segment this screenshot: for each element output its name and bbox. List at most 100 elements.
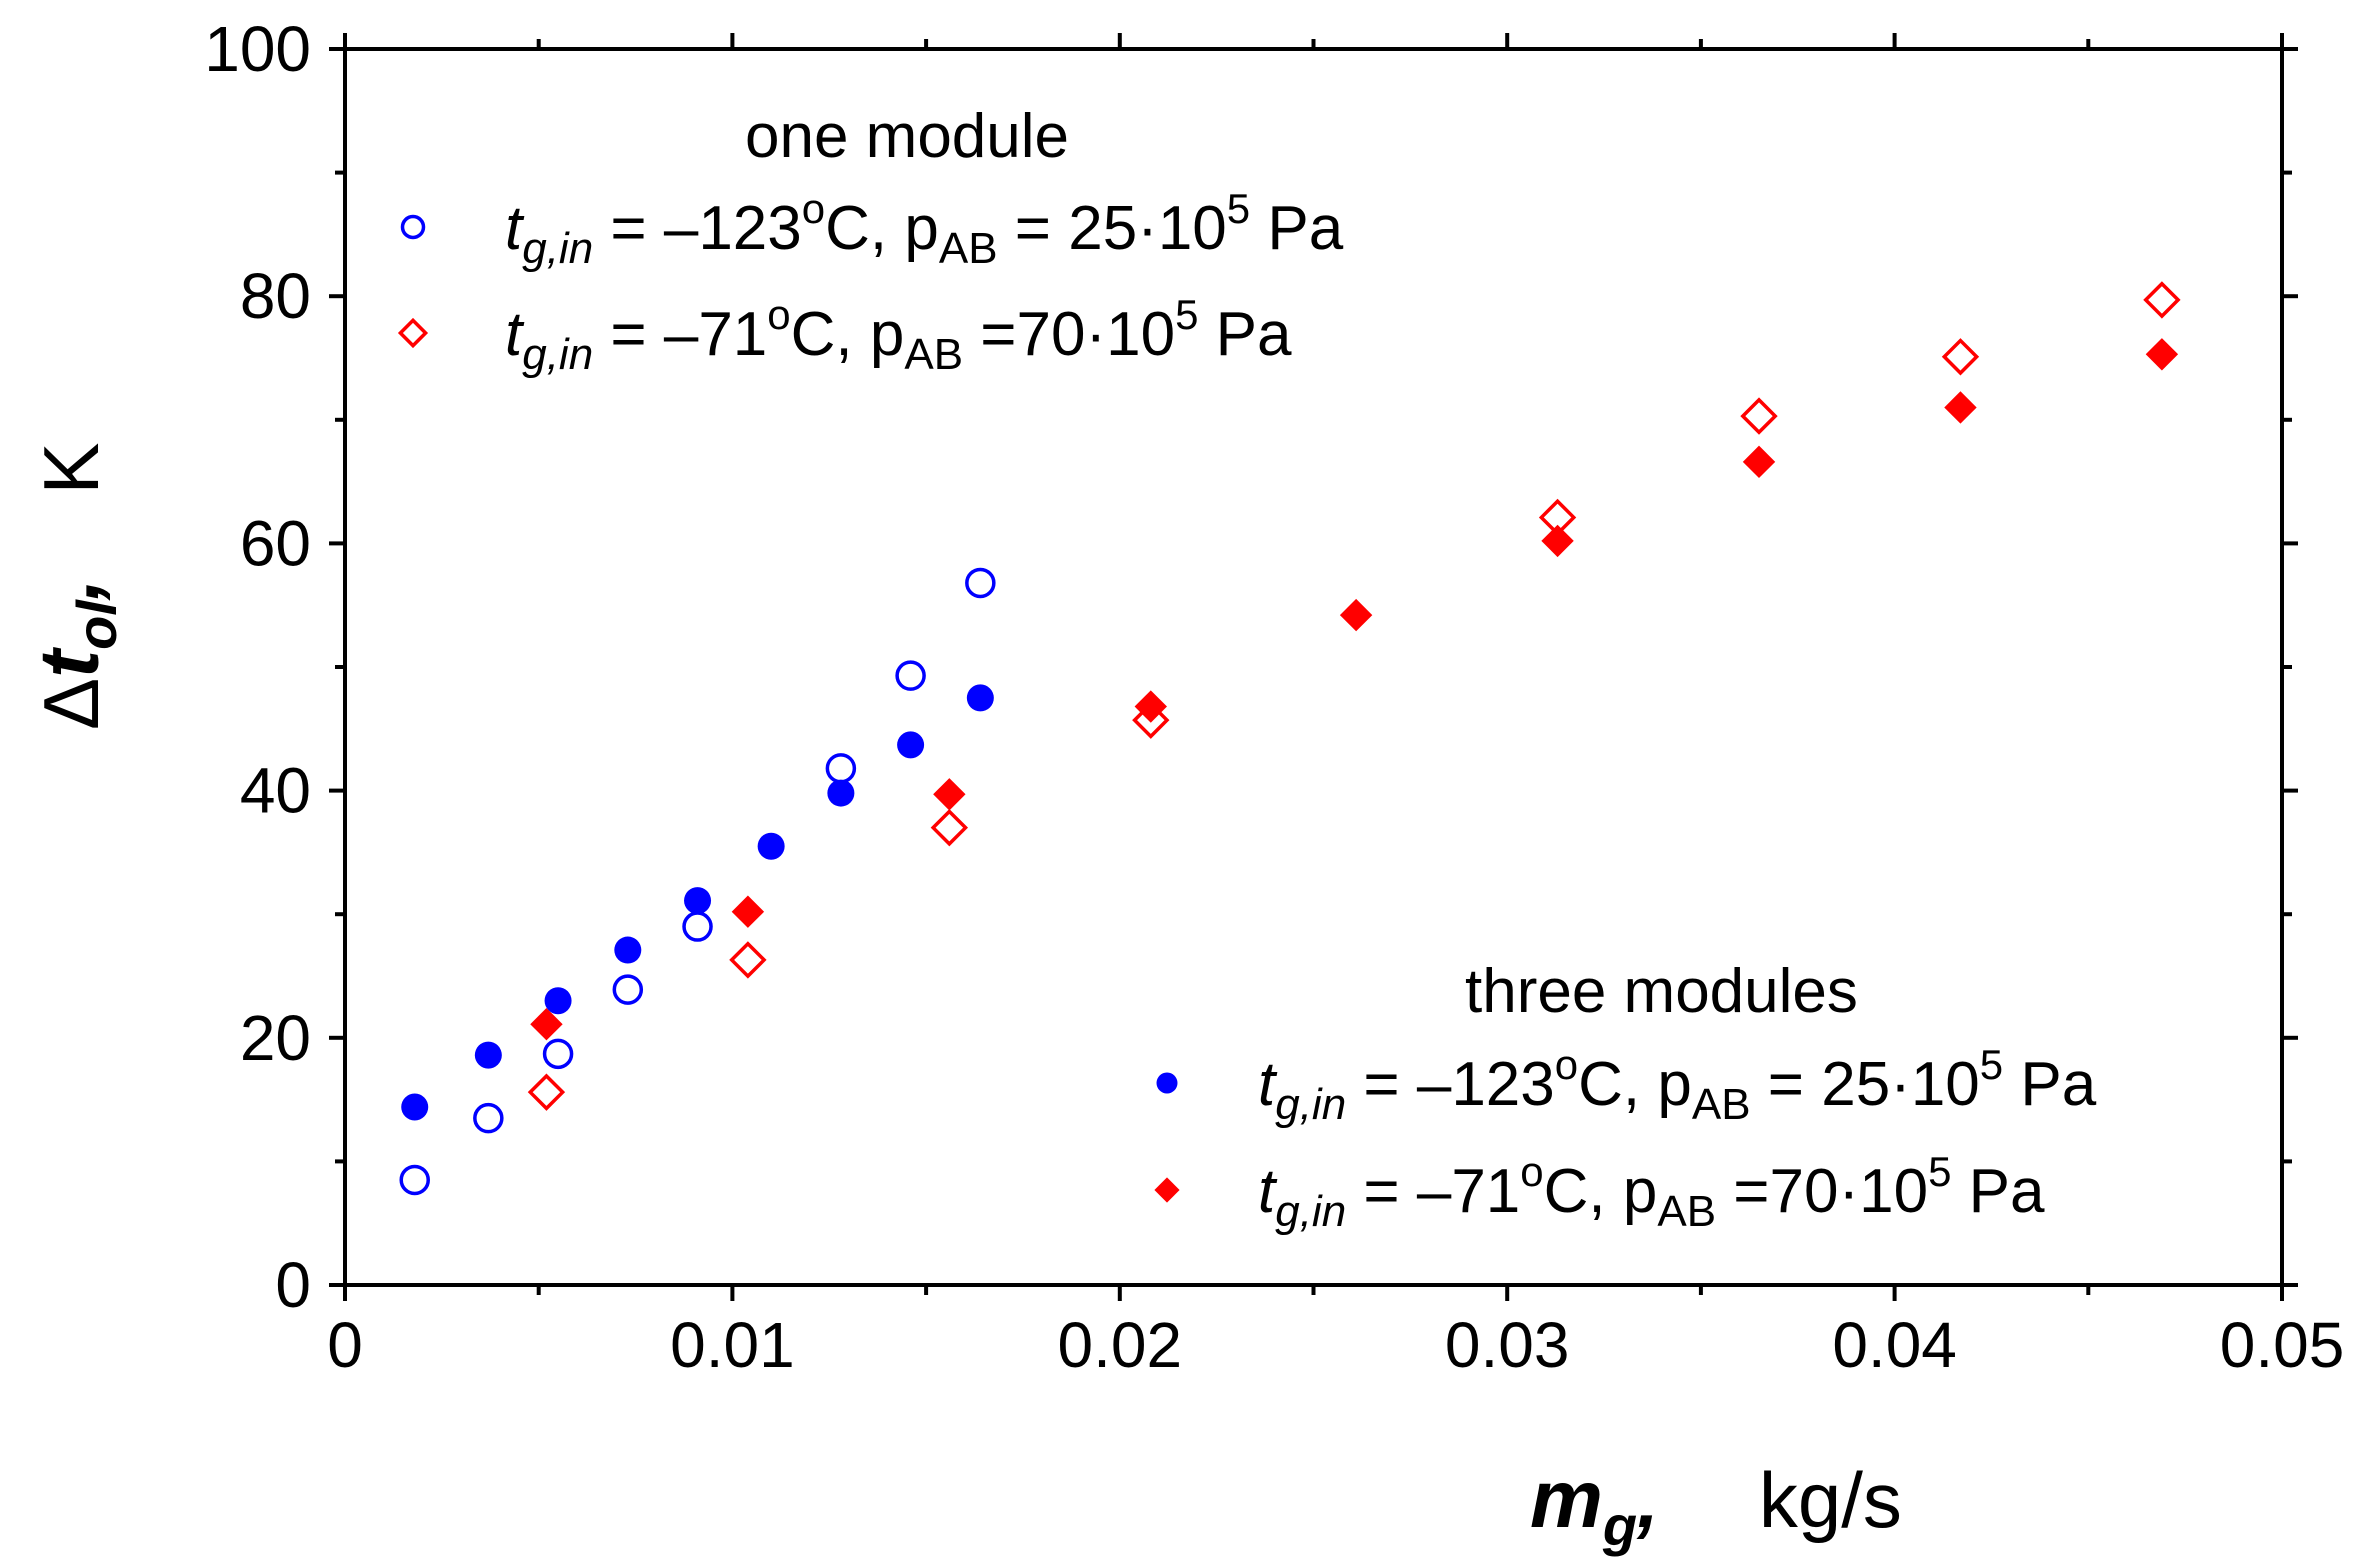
legend-unit: Pa — [1250, 194, 1344, 263]
x-tick-label: 0.02 — [1058, 1309, 1183, 1381]
open-circle-point — [399, 1164, 430, 1196]
legend-value: =70·10 — [1716, 1157, 1928, 1226]
legend-value: = –71 — [1346, 1157, 1520, 1226]
open-circle-point — [542, 1038, 574, 1070]
open-circle-point — [965, 567, 996, 599]
x-axis-subscript: g — [1602, 1494, 1637, 1557]
x-tick-label: 0 — [327, 1309, 363, 1381]
filled-circle-point — [966, 684, 994, 712]
legend-label: tg,in = –123oC, pAB = 25·105 Pa — [505, 185, 1344, 273]
y-axis-subscript: ol — [65, 599, 128, 650]
legend-degree: o — [802, 185, 825, 232]
y-axis-delta: Δ — [27, 678, 115, 730]
legend-subscript: AB — [939, 224, 998, 273]
y-axis-symbol: t — [22, 647, 116, 678]
y-tick-label: 80 — [240, 260, 311, 332]
legend-subscript: g,in — [1275, 1080, 1346, 1129]
filled-diamond-point — [1134, 690, 1167, 723]
filled-circle-point — [897, 731, 925, 759]
filled-circle-point — [757, 832, 785, 860]
filled-diamond-point — [1742, 445, 1776, 479]
legend-subscript: g,in — [1275, 1187, 1346, 1236]
legend-unit: Pa — [2003, 1050, 2097, 1119]
series-3 — [530, 338, 2179, 1041]
open-diamond-point — [930, 809, 969, 847]
y-tick-label: 60 — [240, 507, 311, 579]
filled-diamond-point — [731, 895, 765, 928]
legend-title: one module — [745, 102, 1069, 171]
open-diamond-point — [1740, 397, 1778, 435]
legend-value: = 25·10 — [1751, 1050, 1980, 1119]
legend-value: = –123 — [593, 194, 802, 263]
legend-label: tg,in = –123oC, pAB = 25·105 Pa — [1258, 1041, 2097, 1129]
filled-circle-point — [827, 779, 855, 807]
legend-symbol: t — [505, 300, 525, 369]
open-circle-point — [825, 753, 857, 784]
x-tick-label: 0.03 — [1445, 1309, 1570, 1381]
series-1 — [527, 281, 2181, 1111]
filled-diamond-point — [2145, 338, 2179, 371]
legend-exponent: 5 — [1175, 291, 1198, 338]
filled-diamond-point — [1944, 391, 1977, 424]
open-diamond-point — [2143, 281, 2181, 319]
legend-unit: Pa — [1198, 300, 1292, 369]
data-points — [399, 281, 2181, 1196]
legend-exponent: 5 — [1980, 1041, 2003, 1088]
legend-subscript: AB — [904, 330, 963, 379]
open-diamond-point — [527, 1073, 566, 1111]
legend-unit: C, p — [1578, 1050, 1692, 1119]
legend-value: = 25·10 — [998, 194, 1227, 263]
series-2 — [401, 684, 994, 1121]
y-tick-label: 40 — [240, 755, 311, 827]
filled-diamond-point — [1541, 524, 1574, 558]
legend-marker — [1154, 1177, 1180, 1203]
legend-exponent: 5 — [1928, 1148, 1951, 1195]
y-axis-title: Δtol, K — [22, 442, 128, 730]
filled-diamond-point — [530, 1008, 563, 1041]
open-circle-point — [612, 974, 644, 1005]
filled-diamond-point — [933, 778, 966, 811]
legend-subscript: AB — [1657, 1187, 1716, 1236]
x-tick-label: 0.05 — [2220, 1309, 2345, 1381]
legend-marker — [1156, 1072, 1178, 1094]
legend-exponent: 5 — [1227, 185, 1250, 232]
legend-subscript: AB — [1692, 1080, 1751, 1129]
filled-circle-point — [401, 1093, 429, 1121]
legend-unit: C, p — [1544, 1157, 1658, 1226]
x-tick-label: 0.01 — [670, 1309, 795, 1381]
series-0 — [399, 567, 996, 1196]
legend-subscript: g,in — [522, 330, 593, 379]
legend-label: tg,in = –71oC, pAB =70·105 Pa — [505, 291, 1292, 379]
y-tick-label: 0 — [275, 1249, 311, 1321]
y-tick-label: 100 — [204, 13, 311, 85]
filled-circle-point — [614, 936, 642, 964]
legend-value: = –123 — [1346, 1050, 1555, 1119]
legend-symbol: t — [505, 194, 525, 263]
legend-label: tg,in = –71oC, pAB =70·105 Pa — [1258, 1148, 2045, 1236]
legend-subscript: g,in — [522, 224, 593, 273]
legend-symbol: t — [1258, 1157, 1278, 1226]
legend-degree: o — [1520, 1148, 1543, 1195]
legend-value: =70·10 — [963, 300, 1175, 369]
filled-diamond-point — [1339, 598, 1373, 632]
open-diamond-point — [1941, 338, 1980, 376]
legend-symbol: t — [1258, 1050, 1278, 1119]
x-axis-unit: kg/s — [1759, 1456, 1902, 1544]
legend-degree: o — [767, 291, 790, 338]
legend-unit: Pa — [1951, 1157, 2045, 1226]
legend-unit: C, p — [791, 300, 905, 369]
filled-circle-point — [474, 1041, 502, 1069]
x-axis-title: mg, kg/s — [1530, 1454, 1902, 1557]
y-tick-label: 20 — [240, 1002, 311, 1074]
legend-value: = –71 — [593, 300, 767, 369]
y-axis-unit: K — [27, 442, 115, 494]
legend-marker — [397, 317, 429, 349]
legend-title: three modules — [1465, 957, 1858, 1026]
legend-degree: o — [1555, 1041, 1578, 1088]
y-axis-comma: , — [27, 578, 115, 601]
